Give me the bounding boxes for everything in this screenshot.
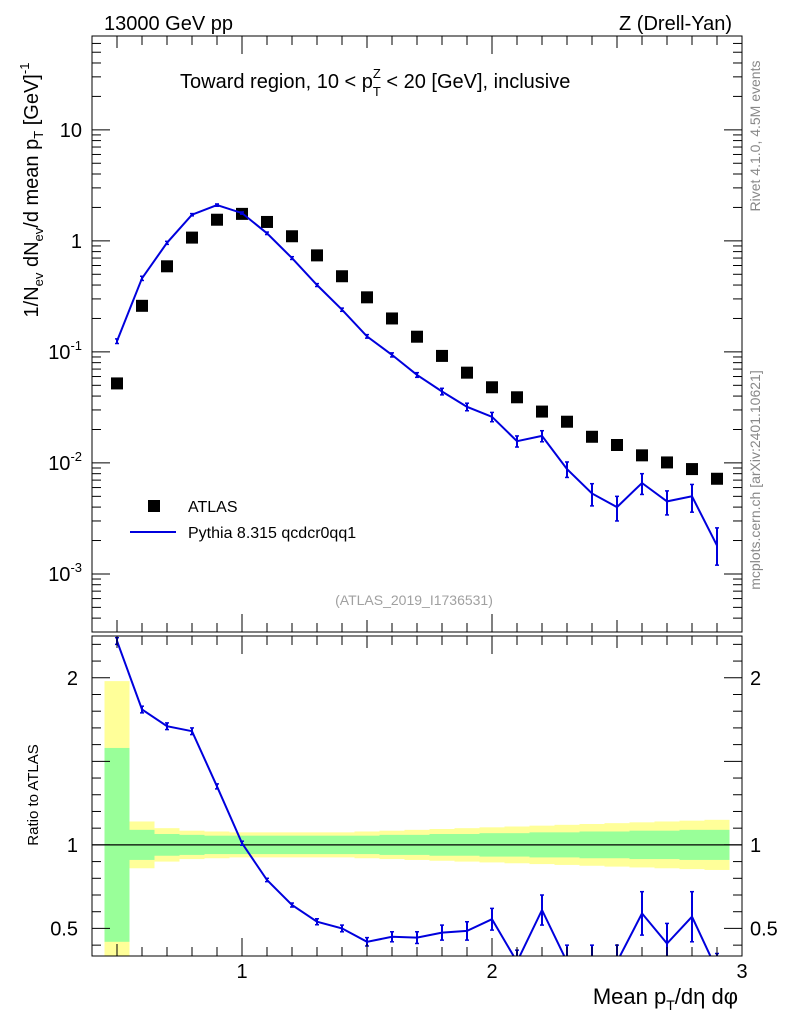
main-y-tick-label: 10-1 (48, 338, 82, 364)
atlas-point (436, 349, 448, 362)
x-tick-label: 1 (236, 961, 247, 983)
watermark: (ATLAS_2019_I1736531) (335, 592, 493, 608)
atlas-point (211, 213, 223, 226)
ratio-y-axis-label: Ratio to ATLAS (25, 744, 42, 845)
x-tick-label: 3 (736, 961, 747, 983)
atlas-point (311, 249, 323, 262)
legend: ATLAS Pythia 8.315 qcdcr0qq1 (130, 499, 356, 542)
legend-label-pythia: Pythia 8.315 qcdcr0qq1 (188, 525, 356, 542)
ratio-y-tick-label-left: 0.5 (50, 918, 78, 940)
atlas-point (111, 377, 123, 390)
atlas-point (611, 439, 623, 452)
x-tick-label: 2 (486, 961, 497, 983)
ratio-y-tick-label-left: 2 (67, 668, 78, 690)
atlas-point (161, 260, 173, 273)
ratio-frame (91, 635, 743, 957)
atlas-point (411, 330, 423, 343)
atlas-point (486, 381, 498, 394)
main-y-tick-label: 10 (60, 120, 82, 142)
atlas-point (186, 231, 198, 244)
rivet-label: Rivet 4.1.0, 4.5M events (747, 61, 763, 212)
atlas-point (261, 215, 273, 228)
atlas-point (336, 270, 348, 283)
atlas-point (286, 230, 298, 243)
atlas-point (361, 291, 373, 304)
main-y-axis-label: 1/Nev dNev/d mean pT [GeV]-1 (17, 63, 46, 318)
atlas-point (711, 472, 723, 485)
ratio-y-tick-label-right: 2 (750, 668, 761, 690)
atlas-point (536, 405, 548, 418)
atlas-point (561, 415, 573, 428)
atlas-point (586, 430, 598, 443)
main-y-tick-label: 10-2 (48, 449, 82, 475)
legend-label-atlas: ATLAS (188, 499, 238, 516)
atlas-point (686, 463, 698, 476)
x-axis-label: Mean pT/dη dφ (593, 984, 738, 1013)
atlas-point (636, 449, 648, 462)
legend-marker-atlas (148, 500, 160, 512)
main-y-tick-label: 10-3 (48, 560, 82, 586)
ratio-series-group (115, 636, 719, 956)
atlas-point (461, 366, 473, 379)
ratio-y-tick-label-left: 1 (67, 835, 78, 857)
header-left: 13000 GeV pp (104, 13, 233, 35)
atlas-point (386, 312, 398, 325)
main-title: Toward region, 10 < pTZ < 20 [GeV], incl… (180, 66, 570, 99)
ratio-y-tick-label-right: 0.5 (750, 918, 778, 940)
ratio-pythia-line (116, 640, 712, 956)
main-y-tick-label: 1 (71, 231, 82, 253)
atlas-point (511, 391, 523, 404)
atlas-point (136, 299, 148, 312)
mcplots-label: mcplots.cern.ch [arXiv:2401.10621] (747, 370, 763, 589)
header-right: Z (Drell-Yan) (619, 13, 732, 35)
ratio-y-tick-label-right: 1 (750, 835, 761, 857)
atlas-point (661, 456, 673, 469)
